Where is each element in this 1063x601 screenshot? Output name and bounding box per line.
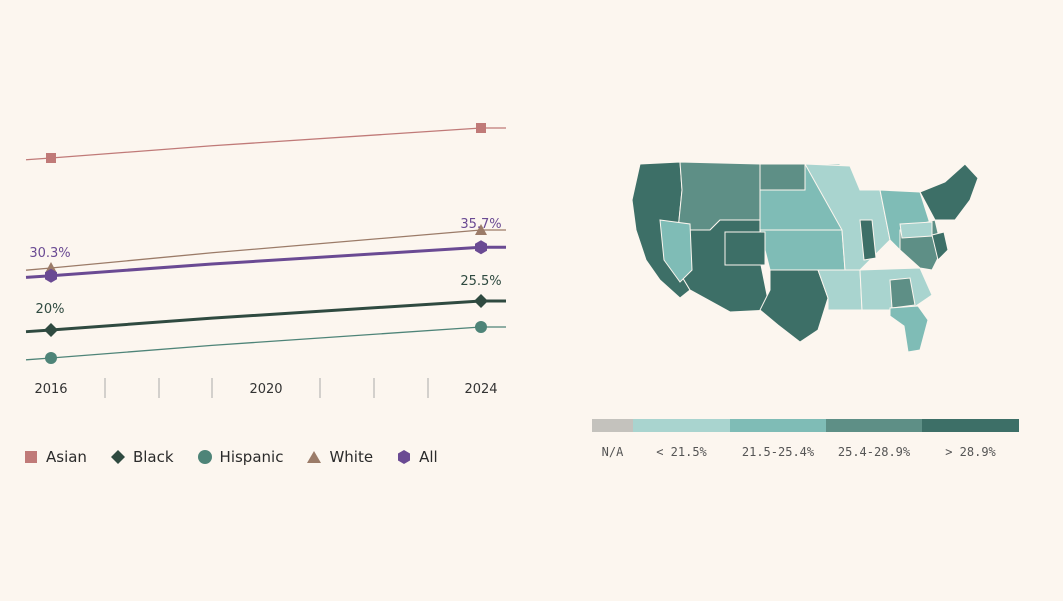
map-region-florida[interactable]	[889, 305, 929, 353]
map-region-plains[interactable]	[759, 229, 846, 271]
triangle-marker-icon	[307, 451, 322, 463]
scale-label-na: N/A	[601, 445, 624, 459]
series-line-asian	[25, 127, 506, 161]
data-label-all-2016: 30.3%	[29, 246, 70, 261]
series-legend: Asian Black Hispanic White All	[24, 448, 462, 466]
point-hispanic-2016	[45, 352, 57, 364]
map-region-pennsylvania[interactable]	[899, 221, 933, 239]
point-all-2024	[475, 240, 487, 255]
series-line-hispanic	[25, 326, 506, 361]
square-marker-icon	[25, 451, 37, 463]
series-layer: 30.3% 35.7% 20% 25.5%	[25, 123, 506, 364]
point-all-2016	[45, 268, 57, 283]
map-region-dakotas[interactable]	[759, 163, 806, 191]
legend-item-hispanic[interactable]: Hispanic	[197, 448, 284, 466]
point-white-2016	[45, 262, 57, 273]
scale-bar	[592, 419, 1019, 432]
scale-swatch-4	[922, 419, 1019, 432]
point-hispanic-2024	[475, 321, 487, 333]
x-axis: 2016 2020 2024	[34, 378, 498, 398]
data-label-black-2016: 20%	[36, 302, 65, 317]
map-region-nevada[interactable]	[659, 219, 693, 283]
legend-item-all[interactable]: All	[397, 448, 438, 466]
data-label-all-2024: 35.7%	[460, 217, 501, 232]
map-shapes	[631, 161, 979, 353]
scale-labels: N/A < 21.5% 21.5-25.4% 25.4-28.9% > 28.9…	[592, 445, 1019, 459]
legend-item-white[interactable]: White	[307, 448, 373, 466]
scale-swatch-1	[633, 419, 730, 432]
map-region-illinois[interactable]	[859, 219, 877, 261]
series-line-white	[25, 229, 506, 271]
map-color-scale: N/A < 21.5% 21.5-25.4% 25.4-28.9% > 28.9…	[592, 419, 1019, 459]
legend-label-asian: Asian	[46, 448, 87, 466]
map-region-texas[interactable]	[759, 269, 829, 343]
scale-swatch-na	[592, 419, 633, 432]
map-region-georgia[interactable]	[889, 277, 916, 309]
map-region-northeast[interactable]	[919, 163, 979, 221]
x-tick-label-2016: 2016	[34, 382, 67, 397]
x-tick-label-2024: 2024	[464, 382, 497, 397]
map-region-east-coast[interactable]	[931, 231, 949, 261]
series-line-black	[25, 299, 506, 334]
point-black-2016	[44, 323, 58, 337]
x-tick-label-2020: 2020	[249, 382, 282, 397]
scale-label-2: 21.5-25.4%	[741, 445, 815, 459]
data-label-black-2024: 25.5%	[460, 274, 501, 289]
scale-swatch-3	[826, 419, 922, 432]
point-black-2024	[474, 294, 488, 308]
scale-label-3: 25.4-28.9%	[837, 445, 911, 459]
scale-label-4: > 28.9%	[945, 445, 996, 459]
hexagon-marker-icon	[398, 450, 411, 464]
scale-swatch-2	[730, 419, 826, 432]
legend-item-black[interactable]: Black	[110, 448, 174, 466]
scale-label-1: < 21.5%	[656, 445, 707, 459]
legend-label-all: All	[419, 448, 438, 466]
legend-item-asian[interactable]: Asian	[24, 448, 87, 466]
circle-marker-icon	[197, 450, 212, 464]
us-choropleth-map	[631, 161, 979, 353]
point-asian-2024	[476, 123, 486, 133]
diamond-marker-icon	[110, 450, 125, 464]
legend-label-black: Black	[132, 448, 174, 466]
map-region-colorado[interactable]	[724, 231, 766, 266]
point-white-2024	[475, 224, 487, 235]
line-chart: 30.3% 35.7% 20% 25.5% 2016 2020 2024	[25, 123, 506, 398]
series-line-all	[25, 245, 506, 279]
point-asian-2016	[46, 153, 56, 163]
legend-label-white: White	[329, 448, 374, 466]
legend-label-hispanic: Hispanic	[219, 448, 284, 466]
